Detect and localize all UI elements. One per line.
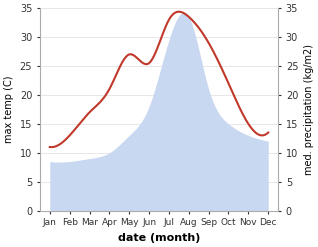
Y-axis label: med. precipitation (kg/m2): med. precipitation (kg/m2) <box>304 44 314 175</box>
X-axis label: date (month): date (month) <box>118 233 200 243</box>
Y-axis label: max temp (C): max temp (C) <box>4 76 14 143</box>
